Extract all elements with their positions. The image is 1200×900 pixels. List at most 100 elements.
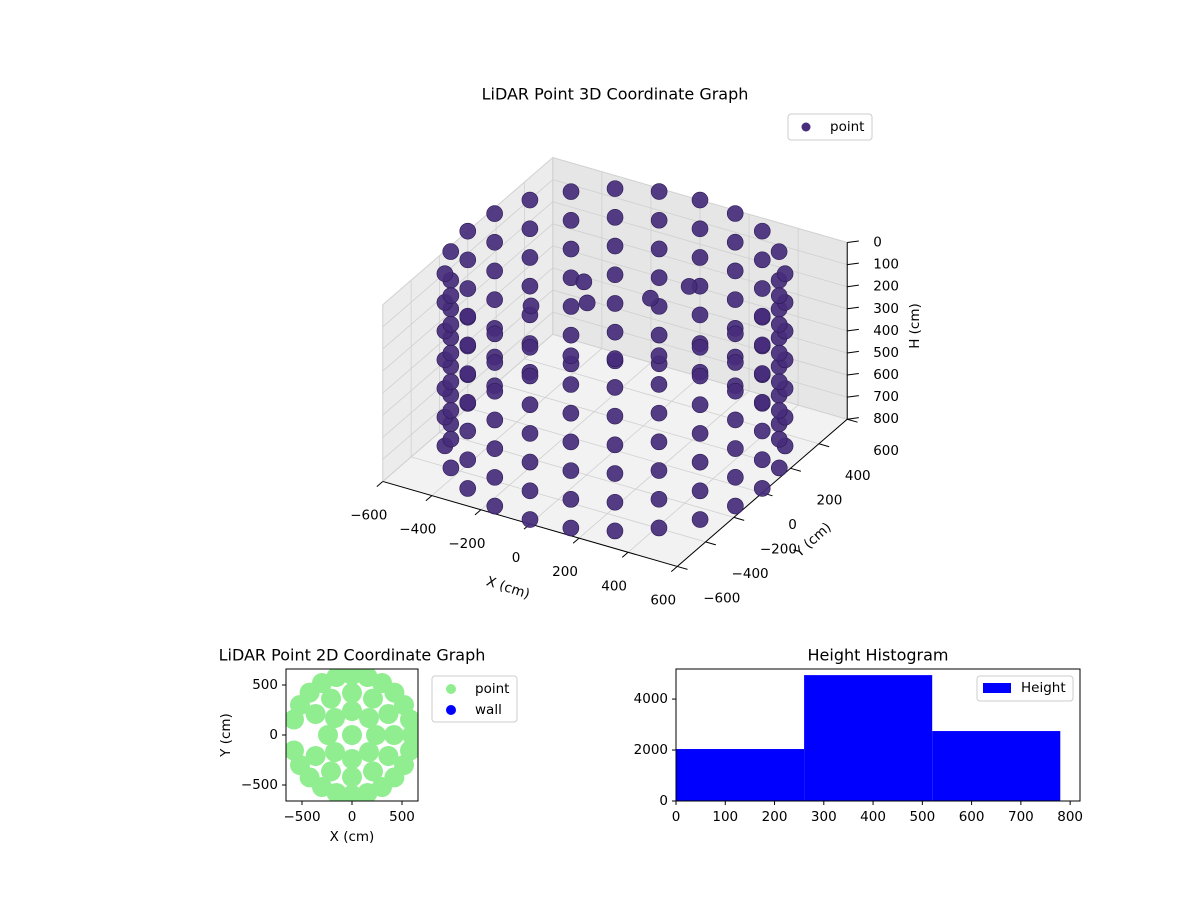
point [606, 522, 624, 540]
point [321, 761, 341, 782]
x-tick-label: 0 [512, 550, 521, 566]
point [691, 511, 709, 528]
point [459, 451, 477, 469]
point [578, 294, 596, 312]
tick-mark [670, 566, 678, 572]
tick-mark [425, 495, 433, 502]
tick-mark [847, 373, 859, 376]
point [342, 669, 362, 685]
point [650, 326, 668, 344]
x-tick-label: 200 [762, 809, 788, 825]
point [606, 379, 624, 396]
legend-marker [801, 122, 811, 132]
point [727, 354, 744, 371]
point [486, 469, 504, 486]
point [342, 785, 362, 801]
point [486, 497, 504, 515]
point [562, 404, 580, 422]
point [727, 382, 744, 400]
legend-swatch [983, 683, 1011, 693]
x-tick-label: 800 [1057, 809, 1083, 825]
point [691, 367, 709, 385]
point [606, 493, 624, 511]
point [459, 307, 477, 325]
point [402, 725, 418, 745]
y-tick-label: −200 [760, 541, 797, 557]
point [726, 262, 744, 280]
point [562, 298, 580, 315]
legend-box [976, 675, 1074, 702]
point [650, 240, 668, 258]
point [650, 183, 668, 200]
point [691, 396, 709, 414]
point [378, 746, 399, 766]
point [305, 704, 326, 724]
tick-mark [572, 537, 580, 544]
point [691, 482, 709, 500]
point [753, 336, 771, 354]
point [486, 205, 503, 222]
point [562, 491, 580, 508]
tick-mark [376, 481, 384, 487]
tick-mark [847, 418, 858, 423]
point [691, 249, 709, 266]
grid-line [382, 223, 554, 372]
y-tick-label: 200 [817, 492, 843, 508]
point [357, 669, 378, 687]
point [562, 462, 580, 479]
plot-area [286, 669, 418, 801]
point [650, 269, 668, 286]
x-tick-label: 0 [348, 809, 357, 825]
point [770, 344, 788, 362]
point [326, 783, 347, 801]
point [486, 291, 503, 308]
point [562, 519, 580, 537]
point [459, 280, 477, 297]
point [770, 287, 788, 305]
point [753, 451, 771, 469]
point [753, 393, 771, 411]
z-tick-label: 200 [873, 279, 899, 295]
z-tick-label: 400 [873, 323, 899, 339]
point [562, 240, 580, 258]
y-tick-label: 0 [659, 793, 668, 809]
legend-label: point [830, 119, 864, 135]
point [436, 265, 454, 282]
point [776, 265, 794, 282]
point [770, 316, 788, 333]
point [521, 277, 539, 295]
z-tick-label: 0 [873, 235, 882, 251]
point [442, 344, 460, 362]
point [522, 297, 540, 315]
tick-mark [847, 262, 859, 266]
point [727, 411, 744, 429]
point [459, 251, 477, 269]
y-tick-label: 2000 [634, 742, 668, 758]
z-tick-label: 800 [873, 411, 899, 427]
point [342, 701, 362, 721]
point [486, 325, 504, 343]
point [459, 336, 477, 354]
point [521, 220, 539, 238]
point [753, 280, 771, 297]
point [442, 402, 460, 419]
point [442, 316, 460, 333]
y-tick-label: 600 [873, 443, 899, 459]
point [642, 289, 659, 307]
point [521, 367, 539, 385]
point [691, 453, 709, 471]
point [606, 436, 624, 454]
bar [676, 749, 805, 801]
point [378, 704, 399, 724]
tick-mark [847, 328, 859, 332]
point [359, 742, 379, 762]
point [486, 354, 504, 371]
point [770, 430, 788, 448]
legend-box [787, 113, 873, 141]
point [691, 220, 709, 238]
point [770, 243, 788, 260]
legend-label: point [475, 681, 509, 697]
point [459, 222, 477, 240]
point [691, 191, 709, 209]
